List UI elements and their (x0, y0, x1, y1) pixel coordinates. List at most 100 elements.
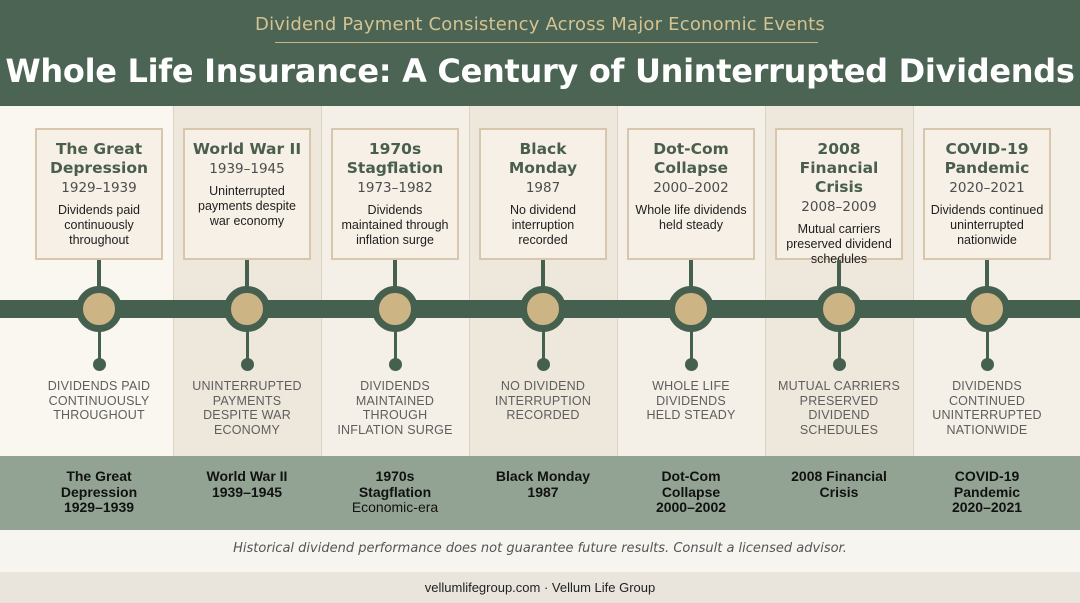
timeline-node (76, 286, 122, 332)
column-divider (913, 106, 914, 456)
event-name-line: World War II (192, 140, 302, 158)
summary-band (0, 456, 1080, 530)
event-name-line: COVID-19 (945, 140, 1029, 158)
event-card: 1970s Stagflation 1973–1982 Dividends mainta… (331, 128, 459, 260)
event-caption-line: ECONOMY (214, 423, 280, 438)
event-description-line: Mutual carriers (797, 222, 881, 236)
event-description-line: No dividend (509, 203, 576, 217)
event-caption-line: RECORDED (506, 408, 580, 423)
connector-stem (245, 260, 249, 290)
event-description: Mutual carriers preserved dividend schedul… (777, 222, 901, 267)
column-divider (469, 106, 470, 456)
event-name-line: Stagflation (346, 159, 444, 177)
event-caption: UNINTERRUPTED PAYMENTS DESPITE WAR ECONOMY (182, 379, 312, 438)
event-years: 2020–2021 (949, 180, 1025, 196)
band-event-line: Black Monday (495, 468, 591, 484)
event-caption-line: PRESERVED (799, 393, 879, 408)
event-caption-line: DIVIDENDS (360, 379, 430, 393)
event-card: Dot-Com Collapse 2000–2002 Whole life divid… (627, 128, 755, 260)
band-event-line: 1987 (527, 483, 559, 500)
band-event-line: 1929–1939 (63, 499, 135, 515)
event-caption: MUTUAL CARRIERS PRESERVED DIVIDEND SCHEDULE… (774, 379, 904, 438)
event-caption-line: PAYMENTS (212, 393, 282, 408)
event-name-line: 1970s (368, 140, 422, 158)
event-caption-line: HELD STEADY (646, 408, 736, 423)
band-event-line: COVID-19 (954, 468, 1020, 484)
event-description: Whole life dividends held steady (629, 203, 753, 233)
event-description-line: schedules (810, 252, 868, 266)
connector-stem (689, 330, 693, 362)
event-description-line: recorded (518, 233, 568, 247)
event-caption-line: DIVIDENDS (656, 393, 726, 408)
band-event-line: Depression (60, 483, 138, 500)
event-name-line: Financial Crisis (799, 159, 879, 196)
connector-stem (985, 330, 989, 362)
event-caption-line: UNINTERRUPTED (932, 408, 1042, 423)
timeline-dot (832, 358, 846, 371)
band-event-line: The Great (66, 468, 132, 484)
timeline-dot (536, 358, 550, 371)
event-caption: NO DIVIDEND INTERRUPTION RECORDED (478, 379, 608, 423)
connector-stem (393, 330, 397, 362)
column-divider (765, 106, 766, 456)
event-caption-line: MAINTAINED (355, 393, 435, 408)
timeline-dot (684, 358, 698, 371)
event-description-line: maintained through (341, 218, 449, 232)
event-name: 2008 Financial Crisis (777, 140, 901, 197)
band-event-label: Black Monday 1987 (478, 468, 608, 500)
timeline-node (816, 286, 862, 332)
event-name: Dot-Com Collapse (629, 140, 753, 178)
connector-stem (97, 260, 101, 290)
timeline-node (372, 286, 418, 332)
event-name: COVID-19 Pandemic (925, 140, 1049, 178)
event-caption-line: WHOLE LIFE (652, 379, 730, 393)
event-description-line: Dividends (367, 203, 423, 217)
event-description-line: Uninterrupted (209, 184, 285, 198)
event-name-line: Black (519, 140, 567, 158)
event-description: Dividends continued uninterrupted nationwi… (925, 203, 1049, 248)
event-caption-line: NATIONWIDE (946, 423, 1028, 438)
connector-stem (837, 260, 841, 290)
timeline-node (520, 286, 566, 332)
page-subtitle: Dividend Payment Consistency Across Majo… (255, 14, 825, 35)
event-years: 2000–2002 (653, 180, 729, 196)
connector-stem (541, 330, 545, 362)
band-event-line: Stagflation (358, 483, 432, 500)
event-caption: WHOLE LIFE DIVIDENDS HELD STEADY (626, 379, 756, 423)
event-description-line: continuously (64, 218, 134, 232)
band-event-label: 2008 Financial Crisis (774, 468, 904, 500)
event-caption-line: CONTINUOUSLY (48, 393, 150, 408)
event-description-line: interruption (511, 218, 575, 232)
band-event-line: Collapse (661, 483, 721, 500)
event-description-line: Dividends paid (58, 203, 140, 217)
timeline-dot (240, 358, 254, 371)
event-name: Black Monday (481, 140, 605, 178)
event-description-line: nationwide (957, 233, 1017, 247)
event-caption: DIVIDENDS MAINTAINED THROUGH INFLATION SURG… (330, 379, 460, 438)
disclaimer-text: Historical dividend performance does not… (233, 541, 847, 556)
event-caption-line: DIVIDEND (808, 408, 870, 423)
event-caption-line: DIVIDENDS PAID (47, 379, 151, 393)
timeline-node (964, 286, 1010, 332)
event-description-line: uninterrupted (950, 218, 1024, 232)
event-card: 2008 Financial Crisis 2008–2009 Mutual carr… (775, 128, 903, 266)
band-event-line: Pandemic (953, 483, 1021, 500)
band-event-line: Dot-Com (661, 468, 721, 484)
event-description: Uninterrupted payments despite war economy (185, 184, 309, 229)
band-event-line: 2020–2021 (951, 499, 1023, 515)
event-name: 1970s Stagflation (333, 140, 457, 178)
event-name-line: The Great (55, 140, 143, 158)
timeline-dot (92, 358, 106, 371)
event-caption-line: THROUGHOUT (53, 408, 145, 423)
event-caption-line: NO DIVIDEND (500, 379, 586, 393)
header-banner (0, 0, 1080, 106)
event-card: COVID-19 Pandemic 2020–2021 Dividends conti… (923, 128, 1051, 260)
band-event-line: 1970s (375, 468, 415, 484)
column-divider (617, 106, 618, 456)
subtitle-divider (275, 42, 818, 43)
footer-text: vellumlifegroup.com · Vellum Life Group (424, 580, 656, 595)
connector-stem (393, 260, 397, 290)
connector-stem (97, 330, 101, 362)
band-event-label: COVID-19 Pandemic 2020–2021 (922, 468, 1052, 516)
event-caption-line: INFLATION SURGE (337, 423, 453, 438)
